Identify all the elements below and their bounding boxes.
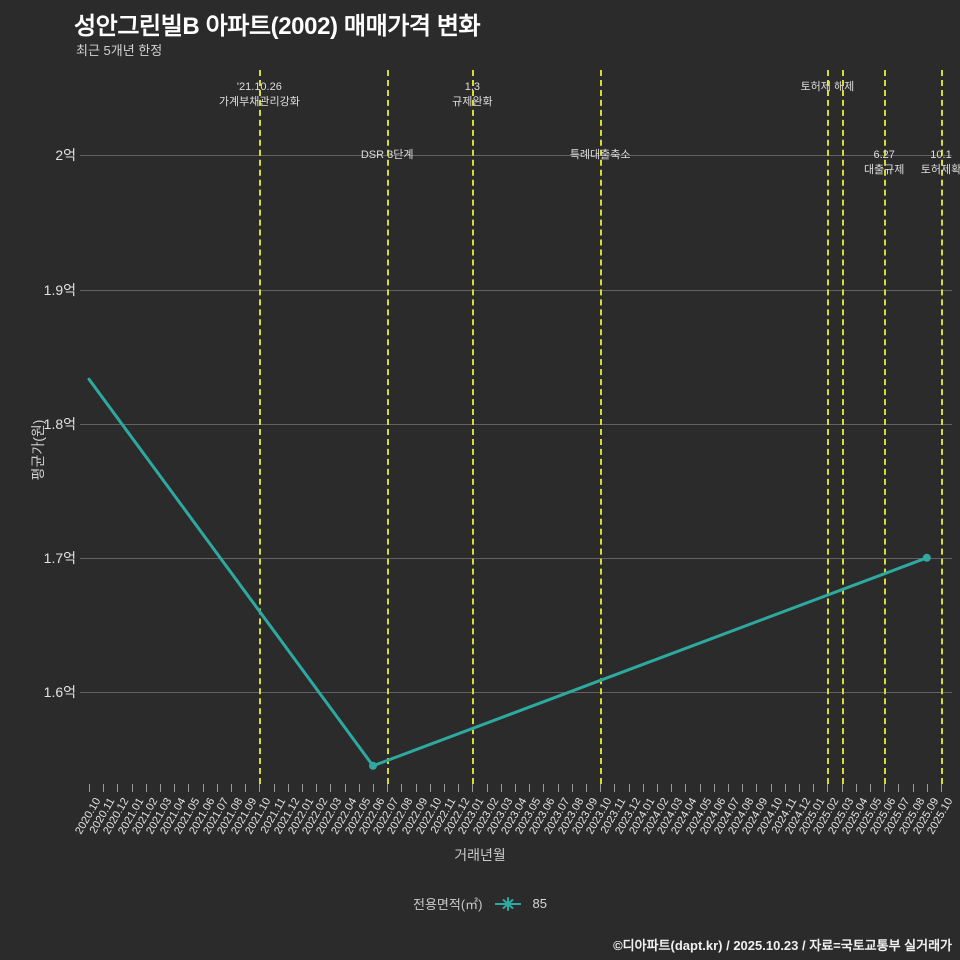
x-axis-tick-label: 2023.09 xyxy=(570,796,601,837)
x-axis-tick-label: 2024.04 xyxy=(669,796,700,837)
x-axis-tick-label: 2024.10 xyxy=(754,796,785,837)
chart-legend: 전용면적(㎡) 85 xyxy=(0,894,960,913)
legend-entry-label: 85 xyxy=(532,896,547,911)
x-axis-tick-label: 2021.04 xyxy=(158,796,189,837)
series-line xyxy=(87,377,929,768)
x-axis-tick-label: 2022.12 xyxy=(442,796,473,837)
x-axis-tick-label: 2023.05 xyxy=(513,796,544,837)
x-axis-tick-label: 2025.02 xyxy=(811,796,842,837)
x-axis-tick-label: 2021.07 xyxy=(200,796,232,837)
x-axis-tick-label: 2021.06 xyxy=(186,796,217,837)
x-axis-tick-label: 2021.09 xyxy=(229,796,260,837)
x-axis-tick-label: 2024.08 xyxy=(726,796,757,837)
x-axis-tick-label: 2025.05 xyxy=(854,796,885,837)
x-axis-tick-label: 2022.11 xyxy=(428,796,459,836)
x-axis-tick-label: 2024.03 xyxy=(655,796,686,837)
footer-credit: ©디아파트(dapt.kr) / 2025.10.23 / 자료=국토교통부 실… xyxy=(613,938,952,953)
x-axis-tick-label: 2022.01 xyxy=(286,796,317,837)
x-axis-tick-label: 2023.08 xyxy=(555,796,587,837)
y-axis-title: 평균가(원) xyxy=(30,419,46,481)
x-axis-tick-label: 2023.07 xyxy=(541,796,572,837)
x-axis-tick-label: 2022.02 xyxy=(300,796,331,837)
x-axis-tick-label: 2024.06 xyxy=(697,796,729,837)
x-axis-tick-label: 2023.04 xyxy=(499,796,530,837)
x-axis-tick-label: 2023.06 xyxy=(527,796,558,837)
x-axis-tick-label: 2025.08 xyxy=(896,796,927,837)
x-axis-tick-label: 2022.07 xyxy=(371,796,402,837)
x-axis-tick-label: 2024.07 xyxy=(712,796,743,837)
x-axis-tick-label: 2022.06 xyxy=(357,796,388,837)
x-axis-tick-label: 2025.09 xyxy=(910,796,942,837)
x-axis-tick-label: 2025.10 xyxy=(925,796,956,837)
x-axis-tick-label: 2020.12 xyxy=(101,796,132,837)
data-point-marker[interactable] xyxy=(922,553,931,562)
x-axis-title: 거래년월 xyxy=(454,847,506,863)
series-layer xyxy=(87,377,931,770)
x-axis-tick-label: 2023.10 xyxy=(584,796,615,837)
x-axis-tick-label: 2020.10 xyxy=(73,796,104,837)
data-point-marker[interactable] xyxy=(369,761,377,770)
x-axis-tick-label: 2022.03 xyxy=(314,796,345,837)
x-axis-tick-label: 2021.12 xyxy=(271,796,303,837)
x-axis-tick-label: 2021.11 xyxy=(258,796,288,836)
page-title: 성안그린빌B 아파트(2002) 매매가격 변화 xyxy=(74,13,481,40)
x-axis-tick-label: 2025.06 xyxy=(868,796,899,837)
x-axis-tick-label: 2024.09 xyxy=(740,796,771,837)
x-axis-tick-label: 2023.11 xyxy=(598,796,629,836)
x-axis-tick-label: 2021.02 xyxy=(129,796,161,837)
x-axis-tick-label: 2021.08 xyxy=(215,796,246,837)
x-axis-tick-label: 2024.12 xyxy=(783,796,814,837)
x-axis-tick-label: 2024.01 xyxy=(626,796,658,837)
x-axis-tick-label: 2022.08 xyxy=(385,796,416,837)
legend-title: 전용면적(㎡) xyxy=(413,897,483,912)
x-axis-tick-label: 2025.03 xyxy=(825,796,856,837)
x-axis-tick-label: 2023.02 xyxy=(470,796,501,837)
x-axis-tick-label: 2024.05 xyxy=(683,796,714,837)
x-axis-tick-label: 2023.03 xyxy=(484,796,516,837)
x-axis-tick-label: 2022.04 xyxy=(328,796,359,837)
x-axis-tick-label: 2020.11 xyxy=(87,796,118,836)
x-axis-tick-label: 2023.12 xyxy=(612,796,643,837)
x-axis-tick-label: 2025.04 xyxy=(839,796,871,837)
x-axis-tick-label: 2022.10 xyxy=(413,796,445,837)
x-axis-tick-label: 2024.02 xyxy=(641,796,672,837)
x-axis-tick-label: 2025.07 xyxy=(882,796,913,837)
x-axis-tick-label: 2024.11 xyxy=(769,796,800,836)
x-axis-tick-label: 2021.05 xyxy=(172,796,203,837)
x-axis-tick-label: 2022.09 xyxy=(399,796,430,837)
x-axis-tick-label: 2022.05 xyxy=(342,796,374,837)
x-axis-tick-label: 2021.01 xyxy=(115,796,146,837)
x-axis-tick-label: 2023.01 xyxy=(456,796,487,837)
x-axis-tick-label: 2021.10 xyxy=(243,796,274,837)
x-axis-tick-label: 2021.03 xyxy=(144,796,175,837)
x-axis-tick-label: 2025.01 xyxy=(797,796,828,837)
chart-subtitle: 최근 5개년 한정 xyxy=(76,43,163,58)
star-marker-icon xyxy=(494,896,521,911)
